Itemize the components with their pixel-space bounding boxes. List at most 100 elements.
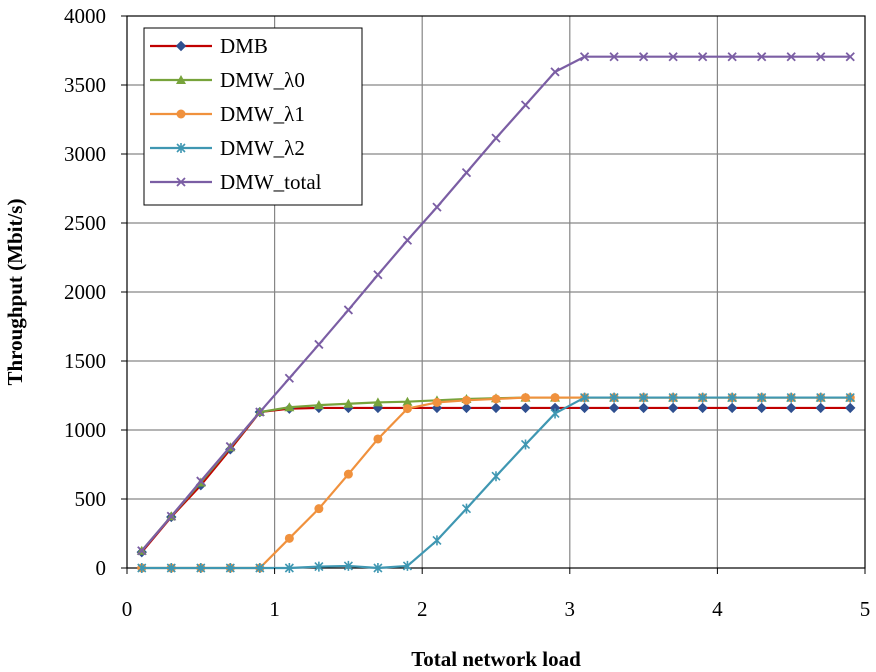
data-point (284, 533, 294, 543)
data-point (609, 52, 619, 62)
data-point (432, 202, 442, 212)
data-point (816, 392, 826, 403)
data-point (373, 434, 383, 444)
data-point (373, 270, 383, 280)
data-point (255, 563, 265, 573)
data-point (372, 397, 383, 407)
data-point (609, 392, 619, 403)
series-DMW_λ2 (137, 392, 855, 573)
x-tick-label: 0 (122, 597, 133, 621)
data-point (166, 563, 176, 573)
data-point (757, 392, 767, 403)
data-point (550, 67, 560, 77)
data-point (786, 52, 796, 62)
data-point (461, 167, 472, 178)
data-point (698, 392, 708, 403)
data-point (608, 402, 620, 414)
data-point (491, 394, 501, 404)
data-point (698, 52, 708, 62)
y-tick-label: 3500 (64, 73, 106, 97)
data-point (196, 563, 206, 573)
data-point (432, 397, 442, 407)
legend-marker (176, 109, 186, 119)
y-tick-label: 3000 (64, 142, 106, 166)
data-point (639, 392, 649, 403)
y-tick-label: 2500 (64, 211, 106, 235)
y-tick-label: 0 (96, 556, 107, 580)
data-point (284, 402, 295, 412)
legend-item: DMW_total (150, 170, 322, 194)
data-point (845, 52, 855, 62)
data-point (373, 563, 383, 573)
data-point (520, 439, 531, 450)
data-point (343, 469, 353, 479)
legend-label: DMW_λ2 (220, 136, 305, 160)
data-point (343, 305, 354, 315)
data-point (461, 503, 472, 514)
data-point (757, 52, 767, 62)
data-point (343, 398, 354, 408)
x-tick-label: 1 (269, 597, 280, 621)
data-point (550, 408, 560, 419)
x-tick-label: 3 (565, 597, 576, 621)
data-point (727, 392, 737, 403)
y-tick-label: 1500 (64, 349, 106, 373)
x-tick-label: 5 (860, 597, 871, 621)
series-layer (136, 52, 856, 573)
data-point (255, 407, 265, 417)
data-point (550, 393, 560, 403)
data-point (137, 546, 147, 556)
x-tick-label: 4 (712, 597, 723, 621)
legend-item: DMW_λ0 (150, 68, 305, 92)
data-point (845, 392, 855, 403)
data-point (668, 52, 678, 62)
data-point (638, 402, 649, 414)
tick-labels: 0 1 2 3 4 5 0 500 1000 1500 2000 2500 3000 3500 4000 (64, 4, 870, 621)
data-point (816, 52, 826, 62)
data-point (284, 373, 294, 383)
data-point (579, 392, 590, 403)
data-point (402, 396, 413, 406)
legend-marker (176, 75, 186, 84)
data-point (432, 535, 442, 546)
data-point (667, 402, 679, 414)
data-point (491, 471, 501, 482)
data-point (668, 392, 678, 403)
data-point (726, 402, 738, 414)
legend-item: DMW_λ1 (150, 102, 305, 126)
legend-item: DMW_λ2 (150, 136, 305, 160)
data-point (520, 402, 531, 414)
data-point (727, 52, 737, 62)
x-tick-label: 2 (417, 597, 428, 621)
data-point (579, 52, 590, 62)
data-point (520, 100, 531, 110)
data-point (196, 476, 206, 486)
data-point (137, 563, 147, 573)
legend-label: DMW_λ0 (220, 68, 305, 92)
y-axis-title: Throughput (Mbit/s) (3, 199, 27, 386)
data-point (343, 560, 353, 571)
series-DMW_total (137, 52, 855, 556)
data-point (786, 392, 796, 403)
data-point (314, 339, 324, 350)
legend-label: DMW_λ1 (220, 102, 305, 126)
data-point (313, 400, 324, 410)
legend-label: DMB (220, 34, 268, 58)
y-tick-label: 500 (75, 487, 107, 511)
data-point (461, 395, 471, 405)
data-point (402, 235, 413, 245)
data-point (579, 402, 590, 414)
data-point (756, 402, 767, 414)
data-point (697, 402, 708, 414)
legend: DMB DMW_λ0 DMW_λ1 DMW_λ2 DMW_total (143, 27, 363, 206)
x-axis-title: Total network load (411, 647, 581, 671)
legend-item: DMB (150, 34, 268, 58)
legend-marker (176, 177, 186, 187)
data-point (402, 560, 413, 571)
data-point (845, 402, 856, 414)
data-point (521, 393, 531, 403)
data-point (314, 561, 324, 572)
data-point (785, 402, 797, 414)
data-point (402, 404, 412, 414)
